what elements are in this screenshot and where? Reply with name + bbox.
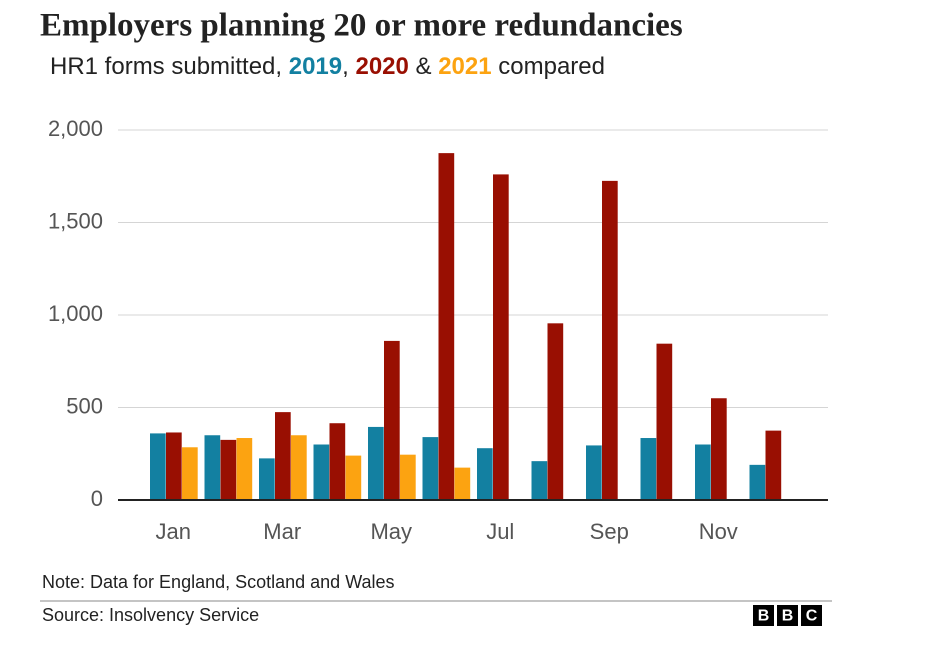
note: Note: Data for England, Scotland and Wal…	[42, 572, 395, 592]
subtitle-text: compared	[492, 53, 605, 80]
bar	[368, 426, 384, 500]
logo-block	[801, 605, 822, 626]
x-tick-label: Mar	[263, 519, 301, 544]
y-tick-label: 1,500	[48, 208, 103, 233]
bar	[259, 458, 275, 500]
bar	[422, 437, 439, 500]
bar	[586, 445, 602, 500]
source: Source: Insolvency Service	[42, 605, 259, 625]
x-tick-label: May	[370, 519, 412, 544]
bar	[454, 467, 471, 500]
bar	[166, 432, 182, 500]
bar	[345, 455, 362, 500]
bar	[275, 412, 291, 500]
y-tick-label: 1,000	[48, 301, 103, 326]
bar	[182, 447, 198, 500]
chart-subtitle: HR1 forms submitted, 2019, 2020 & 2021 c…	[50, 53, 605, 80]
subtitle-year: 2020	[355, 53, 408, 80]
bar	[291, 435, 307, 500]
subtitle-year: 2021	[438, 53, 491, 80]
x-tick-label: Nov	[699, 519, 738, 544]
logo-block	[753, 605, 774, 626]
logo-letter: B	[782, 608, 794, 625]
subtitle-year: 2019	[289, 53, 342, 80]
chart-title: Employers planning 20 or more redundanci…	[40, 8, 683, 44]
bar	[531, 461, 548, 500]
bar	[765, 430, 782, 500]
x-tick-label: Jan	[156, 519, 191, 544]
bar	[438, 153, 455, 500]
bar	[711, 398, 727, 500]
bbc-logo: B B C	[753, 605, 822, 626]
bar	[204, 435, 221, 500]
y-tick-label: 2,000	[48, 116, 103, 141]
bar	[640, 438, 657, 500]
bar	[477, 448, 493, 500]
bar	[384, 340, 400, 500]
x-tick-label: Sep	[590, 519, 629, 544]
bar	[656, 343, 673, 500]
x-tick-label: Jul	[486, 519, 514, 544]
bar	[602, 180, 618, 500]
bar	[220, 439, 237, 500]
bar	[547, 323, 564, 500]
bar	[695, 444, 711, 500]
bar	[329, 423, 346, 500]
bar	[150, 433, 166, 500]
logo-letter: B	[758, 608, 770, 625]
bar	[236, 438, 253, 500]
logo-block	[777, 605, 798, 626]
subtitle-text: &	[409, 53, 438, 80]
bar	[749, 464, 766, 500]
bar	[313, 444, 330, 500]
bar	[400, 454, 416, 500]
bar	[493, 174, 509, 500]
y-tick-label: 500	[66, 393, 103, 418]
y-tick-label: 0	[91, 486, 103, 511]
logo-letter: C	[806, 608, 818, 625]
subtitle-text: HR1 forms submitted,	[50, 53, 289, 80]
subtitle-text: ,	[342, 53, 355, 80]
